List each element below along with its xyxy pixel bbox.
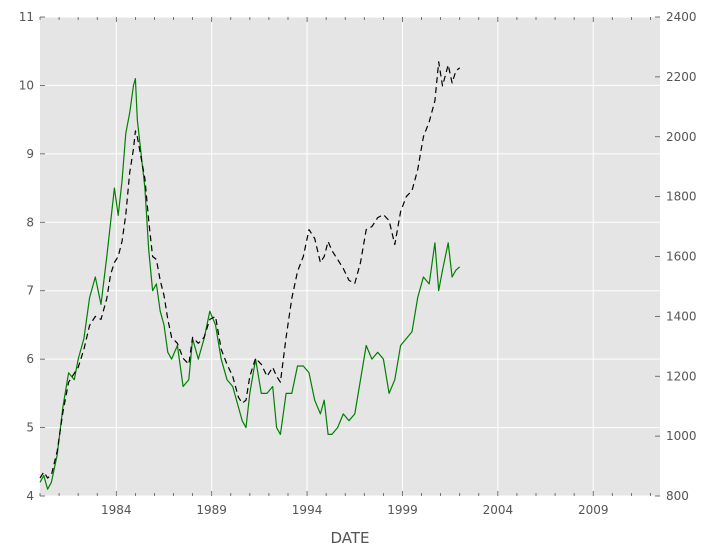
x-tick-label: 2004 — [483, 503, 514, 517]
left-y-tick-label: 5 — [26, 421, 34, 435]
left-y-tick-label: 11 — [19, 10, 34, 24]
series-line-right-axis — [39, 61, 461, 479]
x-axis-label: DATE — [330, 529, 369, 547]
axis-ticks — [39, 16, 660, 497]
x-tick-label: 2009 — [578, 503, 609, 517]
grid-lines — [40, 16, 660, 497]
right-y-tick-label: 1400 — [666, 309, 697, 323]
right-y-tick-label: 1800 — [666, 190, 697, 204]
x-tick-label: 1999 — [387, 503, 418, 517]
right-y-tick-label: 2200 — [666, 70, 697, 84]
right-y-tick-label: 1000 — [666, 429, 697, 443]
right-y-tick-label: 1600 — [666, 250, 697, 264]
left-y-tick-label: 10 — [19, 78, 34, 92]
x-tick-label: 1989 — [196, 503, 227, 517]
left-y-tick-label: 6 — [26, 352, 34, 366]
left-y-tick-label: 9 — [26, 147, 34, 161]
left-y-tick-label: 7 — [26, 284, 34, 298]
series-lines — [39, 61, 461, 490]
right-y-tick-label: 2000 — [666, 130, 697, 144]
x-tick-label: 1994 — [292, 503, 323, 517]
left-y-tick-label: 4 — [26, 489, 34, 503]
plot-background — [40, 17, 660, 496]
x-tick-label: 1984 — [101, 503, 132, 517]
right-y-tick-label: 2400 — [666, 10, 697, 24]
right-y-tick-label: 800 — [666, 489, 689, 503]
left-y-tick-label: 8 — [26, 215, 34, 229]
series-line-left-axis — [39, 78, 461, 490]
right-y-tick-label: 1200 — [666, 369, 697, 383]
tick-labels: 1984 1989 1994 1999 2004 2009 4 5 6 7 8 9 10 11 800 100… — [19, 10, 697, 517]
